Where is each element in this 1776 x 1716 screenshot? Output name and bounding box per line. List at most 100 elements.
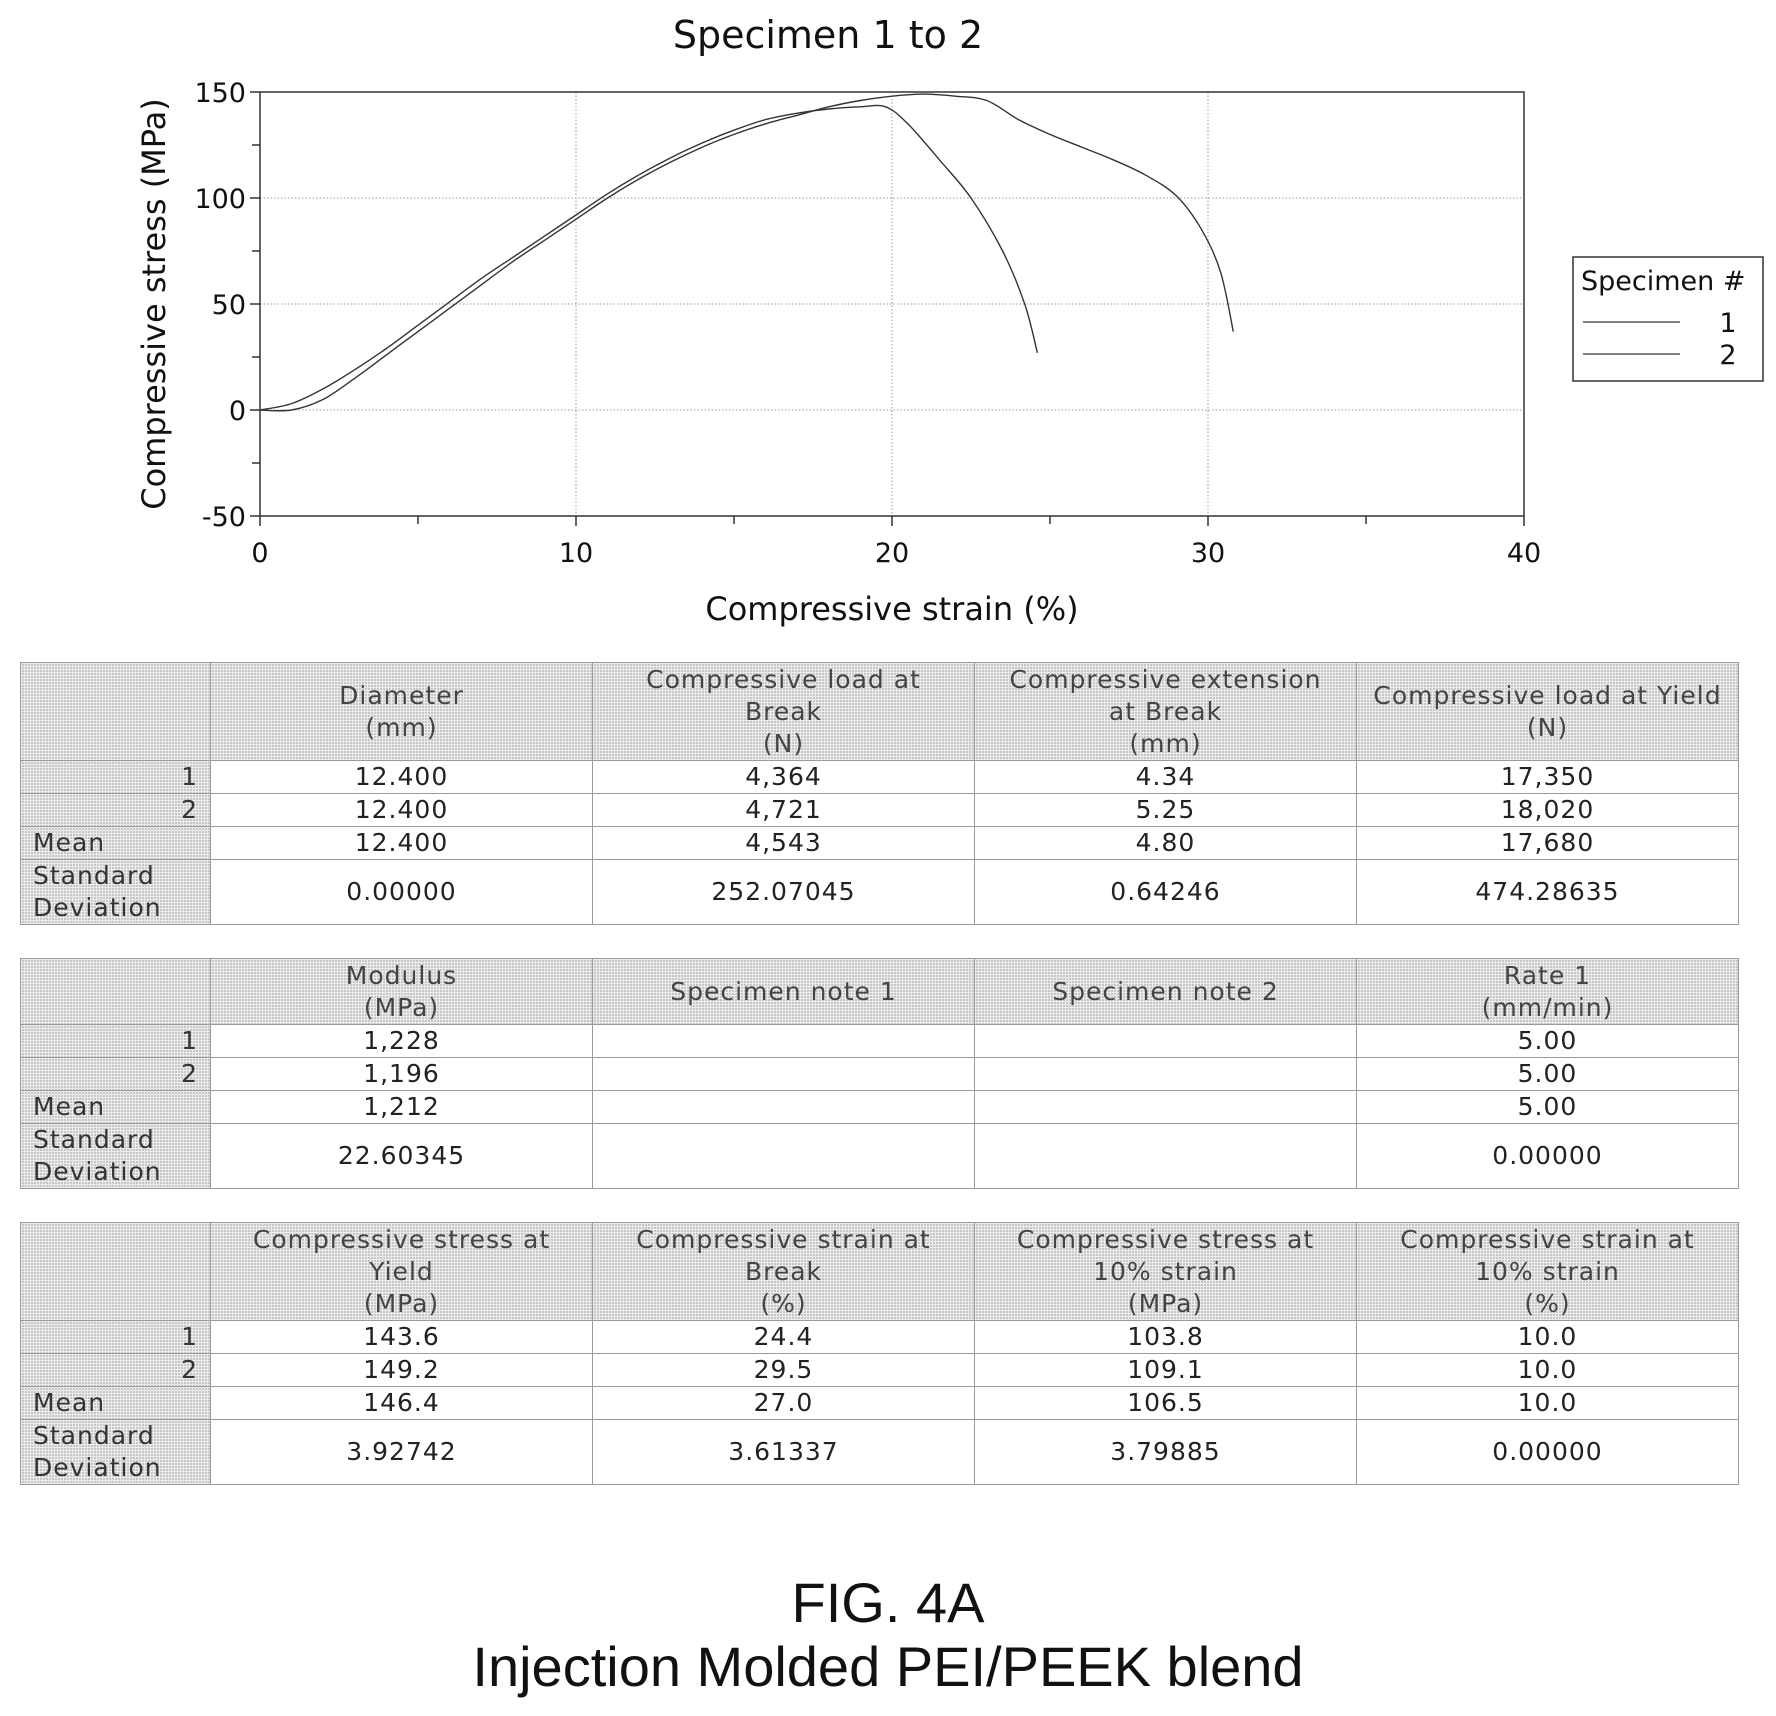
table-cell: 149.2 <box>210 1353 593 1387</box>
table-cell: 4,364 <box>592 760 975 794</box>
column-header: Compressive stress at Yield (MPa) <box>210 1222 593 1321</box>
column-header-line: (mm/min) <box>1481 992 1614 1022</box>
column-header-line: Compressive stress at <box>1016 1224 1315 1254</box>
table-cell: 10.0 <box>1356 1320 1739 1354</box>
x-tick-label: 30 <box>1191 538 1225 569</box>
row-label: Mean <box>20 1386 211 1420</box>
column-header: Compressive load at Yield (N) <box>1356 662 1739 761</box>
table-cell <box>974 1123 1357 1189</box>
x-tick-label: 40 <box>1507 538 1541 569</box>
column-header-line: (MPa) <box>1127 1288 1204 1318</box>
row-label: 1 <box>20 1024 211 1058</box>
table-row: 1 12.400 4,364 4.34 17,350 <box>20 760 1739 794</box>
table-cell: 146.4 <box>210 1386 593 1420</box>
column-header-line: Break <box>744 1256 823 1286</box>
table-corner-cell <box>20 1222 211 1321</box>
column-header-line: (N) <box>1526 712 1569 742</box>
table-header-row: Compressive stress at Yield (MPa) Compressi… <box>20 1222 1739 1321</box>
table-cell: 22.60345 <box>210 1123 593 1189</box>
table-cell: 3.92742 <box>210 1419 593 1485</box>
column-header-line: Compressive strain at <box>1400 1224 1695 1254</box>
column-header: Compressive strain at Break (%) <box>592 1222 975 1321</box>
table-cell: 27.0 <box>592 1386 975 1420</box>
row-label: Standard Deviation <box>20 1419 211 1485</box>
table-row: Mean 1,212 5.00 <box>20 1090 1739 1124</box>
x-tick-label: 0 <box>251 538 268 569</box>
column-header: Compressive strain at 10% strain (%) <box>1356 1222 1739 1321</box>
table-cell <box>592 1123 975 1189</box>
column-header-line: Compressive strain at <box>636 1224 931 1254</box>
column-header-line: Diameter <box>339 680 464 710</box>
x-tick-label: 20 <box>875 538 909 569</box>
column-header-line: (MPa) <box>363 1288 440 1318</box>
table-cell: 1,212 <box>210 1090 593 1124</box>
series-line-2 <box>259 93 1234 412</box>
column-header-line: at Break <box>1108 696 1223 726</box>
column-header-line: Specimen note 2 <box>1052 976 1279 1006</box>
row-label: 2 <box>20 1353 211 1387</box>
table-cell: 24.4 <box>592 1320 975 1354</box>
column-header-line: (MPa) <box>363 992 440 1022</box>
table-cell: 474.28635 <box>1356 859 1739 925</box>
results-table-3: Compressive stress at Yield (MPa) Compressi… <box>20 1222 1739 1485</box>
row-label: 2 <box>20 1057 211 1091</box>
y-tick-label: 150 <box>194 78 246 109</box>
column-header-line: Specimen note 1 <box>670 976 897 1006</box>
row-label: 1 <box>20 1320 211 1354</box>
x-axis-label: Compressive strain (%) <box>705 590 1078 628</box>
table-cell: 252.07045 <box>592 859 975 925</box>
table-row: 2 12.400 4,721 5.25 18,020 <box>20 793 1739 827</box>
table-row: 2 1,196 5.00 <box>20 1057 1739 1091</box>
table-cell: 5.00 <box>1356 1057 1739 1091</box>
legend-box <box>1572 256 1764 382</box>
column-header-line: Compressive extension <box>1009 664 1322 694</box>
table-header-row: Diameter (mm) Compressive load at Break (N) C… <box>20 662 1739 761</box>
figure-label: FIG. 4A <box>791 1571 985 1634</box>
column-header-line: (mm) <box>365 712 438 742</box>
table-cell: 3.79885 <box>974 1419 1357 1485</box>
y-tick-label: 100 <box>194 184 246 215</box>
y-tick-label: 50 <box>212 290 246 321</box>
column-header: Specimen note 1 <box>592 958 975 1025</box>
column-header: Specimen note 2 <box>974 958 1357 1025</box>
table-cell: 5.00 <box>1356 1090 1739 1124</box>
chart-title: Specimen 1 to 2 <box>673 13 983 57</box>
y-tick-label: 0 <box>229 396 246 427</box>
table-corner-cell <box>20 662 211 761</box>
table-cell: 103.8 <box>974 1320 1357 1354</box>
table-header-row: Modulus (MPa) Specimen note 1 Specimen note… <box>20 958 1739 1025</box>
row-label: Mean <box>20 826 211 860</box>
table-cell: 1,196 <box>210 1057 593 1091</box>
table-row: 2 149.2 29.5 109.1 10.0 <box>20 1353 1739 1387</box>
column-header: Modulus (MPa) <box>210 958 593 1025</box>
column-header-line: Yield <box>369 1256 434 1286</box>
column-header-line: 10% strain <box>1475 1256 1620 1286</box>
grid-lines <box>260 92 1524 516</box>
column-header: Compressive load at Break (N) <box>592 662 975 761</box>
table-cell <box>974 1057 1357 1091</box>
table-cell: 4.34 <box>974 760 1357 794</box>
table-cell: 10.0 <box>1356 1353 1739 1387</box>
column-header-line: Break <box>744 696 823 726</box>
column-header-line: (mm) <box>1129 728 1202 758</box>
table-cell: 4,721 <box>592 793 975 827</box>
table-cell: 12.400 <box>210 793 593 827</box>
table-cell: 0.64246 <box>974 859 1357 925</box>
table-row: 1 143.6 24.4 103.8 10.0 <box>20 1320 1739 1354</box>
table-cell: 12.400 <box>210 760 593 794</box>
row-label: Standard Deviation <box>20 859 211 925</box>
series-line-1 <box>259 104 1039 411</box>
column-header-line: Rate 1 <box>1503 960 1592 990</box>
table-cell <box>592 1057 975 1091</box>
legend-label: 2 <box>1719 340 1736 371</box>
table-cell <box>592 1090 975 1124</box>
table-cell: 5.25 <box>974 793 1357 827</box>
table-cell: 106.5 <box>974 1386 1357 1420</box>
column-header-line: Compressive load at <box>646 664 921 694</box>
table-cell: 0.00000 <box>1356 1123 1739 1189</box>
table-cell: 3.61337 <box>592 1419 975 1485</box>
legend-items: 12 <box>1583 308 1737 371</box>
table-row: Standard Deviation 0.00000 252.07045 0.6424… <box>20 859 1739 925</box>
table-cell: 1,228 <box>210 1024 593 1058</box>
